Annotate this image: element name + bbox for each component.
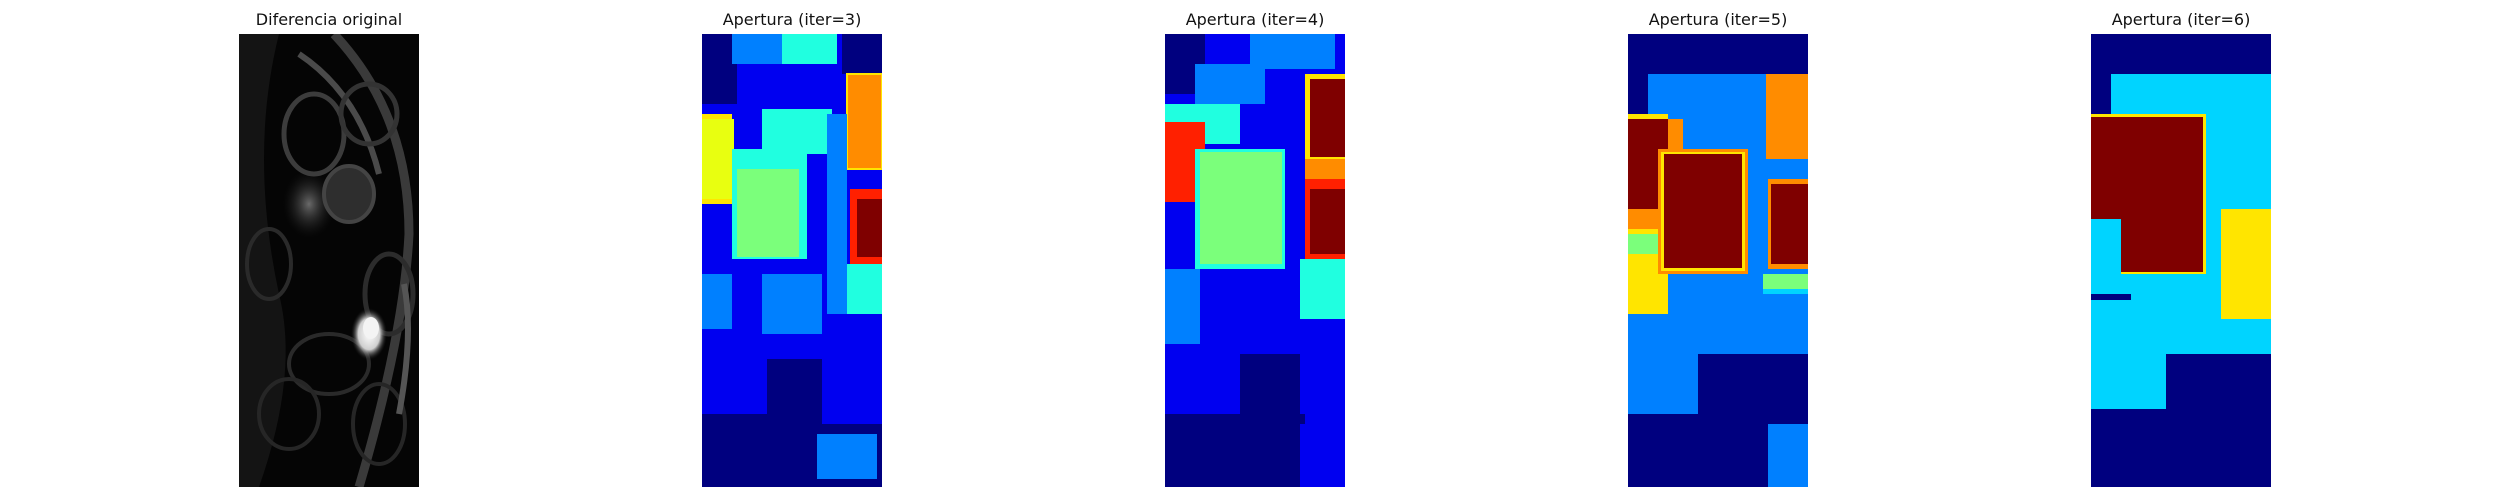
panel-image-iter-5 bbox=[1628, 34, 1808, 487]
panel-image-iter-4 bbox=[1165, 34, 1345, 487]
panel-iter-4: Apertura (iter=4) bbox=[1165, 0, 1345, 500]
panel-title: Diferencia original bbox=[255, 10, 403, 29]
panel-image-iter-6 bbox=[2091, 34, 2271, 487]
panel-original: Diferencia original bbox=[239, 0, 419, 500]
panel-iter-5: Apertura (iter=5) bbox=[1628, 0, 1808, 500]
panel-title: Apertura (iter=3) bbox=[722, 10, 862, 29]
panel-iter-6: Apertura (iter=6) bbox=[2091, 0, 2271, 500]
panel-image-original bbox=[239, 34, 419, 487]
panel-title: Apertura (iter=5) bbox=[1648, 10, 1788, 29]
panel-iter-3: Apertura (iter=3) bbox=[702, 0, 882, 500]
panel-title: Apertura (iter=6) bbox=[2111, 10, 2251, 29]
panel-title: Apertura (iter=4) bbox=[1185, 10, 1325, 29]
panel-image-iter-3 bbox=[702, 34, 882, 487]
